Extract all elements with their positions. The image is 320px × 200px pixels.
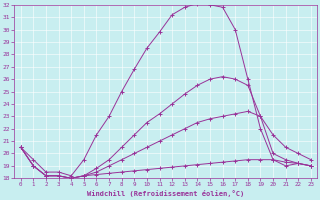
X-axis label: Windchill (Refroidissement éolien,°C): Windchill (Refroidissement éolien,°C)	[87, 190, 244, 197]
